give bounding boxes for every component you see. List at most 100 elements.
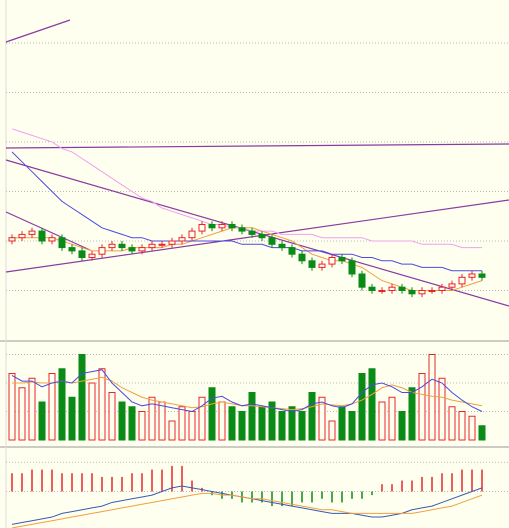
candle-body [388,286,396,292]
candle-body [308,260,316,268]
trend-line [5,19,71,43]
volume-bar [38,401,46,441]
candle-body [398,286,406,292]
trend-line [5,143,509,149]
trend-line [5,211,91,251]
volume-bar [428,354,436,441]
candle-body [198,224,206,232]
volume-bar [378,401,386,441]
indicator-line [12,376,483,411]
volume-bar [8,373,16,441]
volume-bar [438,377,446,441]
volume-bar [348,411,356,441]
candle-body [368,286,376,292]
candle-body [258,233,266,239]
candle-body [108,243,116,249]
volume-bar [108,392,116,441]
volume-bar [288,406,296,441]
candle-body [268,237,276,245]
volume-bar [178,406,186,441]
candle-body [448,283,456,288]
volume-bar [88,382,96,441]
volume-bar [228,406,236,441]
volume-bar [18,387,26,441]
candle-body [68,247,76,252]
candle-body [348,260,356,275]
candle-body [288,247,296,255]
volume-bar [48,373,56,441]
candle-body [318,263,326,268]
candle-body [168,240,176,245]
candle-body [298,253,306,262]
trend-lines [5,19,509,307]
candle-body [248,230,256,235]
volume-bar [358,373,366,441]
volume-bar [418,373,426,441]
volume-bar [78,354,86,441]
volume-bar [328,420,336,441]
volume-bar [338,406,346,441]
volume-bar [208,387,216,441]
volume-bar [248,392,256,441]
volume-bar [318,396,326,441]
candle-body [468,273,476,278]
candle-body [338,257,346,262]
volume-bar [468,415,476,441]
indicator-line [11,128,482,249]
candle-body [328,257,336,265]
volume-bar [138,411,146,441]
candle-body [18,233,26,239]
candle-body [418,290,426,295]
candle-body [478,273,486,278]
trend-line [5,199,509,273]
candle-body [188,230,196,239]
candle-body [438,286,446,292]
volume-bar [118,401,126,441]
candle-body [178,237,186,242]
candle-body [458,276,466,285]
volume-bar [408,387,416,441]
candle-body [358,273,366,288]
candle-body [408,290,416,295]
volume-bar [308,392,316,441]
candle-body [128,247,136,252]
volume-bar [98,368,106,441]
candle-body [88,253,96,258]
indicator-line [11,151,482,272]
candle-body [118,243,126,249]
volume-bar [128,406,136,441]
candle-body [428,290,436,292]
volume-bar [148,396,156,441]
candle-body [228,224,236,229]
indicator-line [11,369,483,413]
candle-body [238,227,246,232]
volume-bar [478,425,486,441]
indicator-line [11,492,483,528]
candle-body [98,247,106,255]
volume-bar [448,406,456,441]
candle-body [158,243,166,246]
candle-body [48,237,56,242]
candle-body [38,230,46,242]
candle-body [378,290,386,292]
volume-bar [368,368,376,441]
trend-line [5,159,509,307]
volume-bar [168,420,176,441]
volume-bar [188,411,196,441]
candle-body [278,243,286,249]
candle-body [218,224,226,229]
volume-bar [238,411,246,441]
volume-bar [458,411,466,441]
volume-bar [258,406,266,441]
volume-bar [218,401,226,441]
volume-bar [298,411,306,441]
candle-body [8,237,16,242]
volume-bar [398,411,406,441]
candle-body [208,224,216,229]
candle-body [148,243,156,249]
volume-bar [268,401,276,441]
volume-bar [198,396,206,441]
volume-bar [158,401,166,441]
